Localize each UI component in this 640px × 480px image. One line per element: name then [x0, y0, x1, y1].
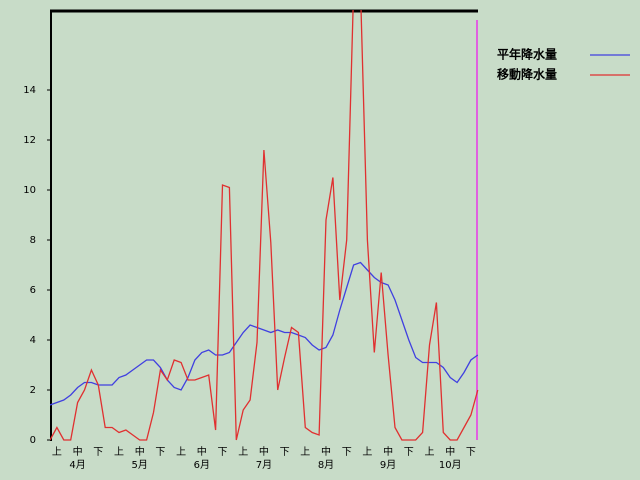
- legend-label: 移動降水量: [497, 67, 557, 82]
- y-tick-label: 12: [23, 135, 36, 146]
- month-label: 4月: [69, 459, 85, 471]
- x-tick-label: 下: [404, 447, 414, 458]
- x-tick-label: 上: [300, 446, 310, 458]
- x-tick-label: 中: [445, 445, 455, 458]
- x-tick-label: 中: [197, 445, 207, 458]
- series-line: [50, 261, 479, 406]
- x-tick-label: 中: [259, 445, 269, 458]
- x-tick-label: 上: [52, 446, 62, 458]
- x-tick-label: 中: [383, 445, 393, 458]
- month-label: 9月: [380, 459, 396, 471]
- x-tick-label: 下: [342, 447, 352, 458]
- x-tick-label: 上: [176, 446, 186, 458]
- x-tick-label: 中: [73, 445, 83, 458]
- x-tick-label: 下: [93, 447, 103, 458]
- x-tick-label: 中: [135, 445, 145, 458]
- month-label: 8月: [318, 459, 334, 471]
- series-line: [50, 10, 479, 441]
- y-tick-label: 4: [30, 335, 36, 346]
- y-tick-label: 8: [30, 235, 36, 246]
- x-tick-label: 下: [218, 447, 228, 458]
- x-tick-label: 下: [466, 447, 476, 458]
- y-tick-label: 2: [30, 385, 36, 396]
- month-label: 10月: [439, 459, 462, 471]
- y-tick-label: 0: [30, 435, 36, 446]
- y-tick-label: 10: [23, 185, 36, 196]
- month-label: 7月: [256, 459, 272, 471]
- x-tick-label: 下: [155, 447, 165, 458]
- x-tick-label: 下: [280, 447, 290, 458]
- x-tick-label: 上: [114, 446, 124, 458]
- x-tick-label: 上: [362, 446, 372, 458]
- x-tick-label: 上: [425, 446, 435, 458]
- month-label: 6月: [194, 459, 210, 471]
- month-label: 5月: [132, 459, 148, 471]
- y-tick-label: 6: [30, 285, 36, 296]
- y-tick-label: 14: [23, 85, 36, 96]
- x-tick-label: 上: [238, 446, 248, 458]
- x-tick-label: 中: [321, 445, 331, 458]
- legend-label: 平年降水量: [497, 47, 557, 62]
